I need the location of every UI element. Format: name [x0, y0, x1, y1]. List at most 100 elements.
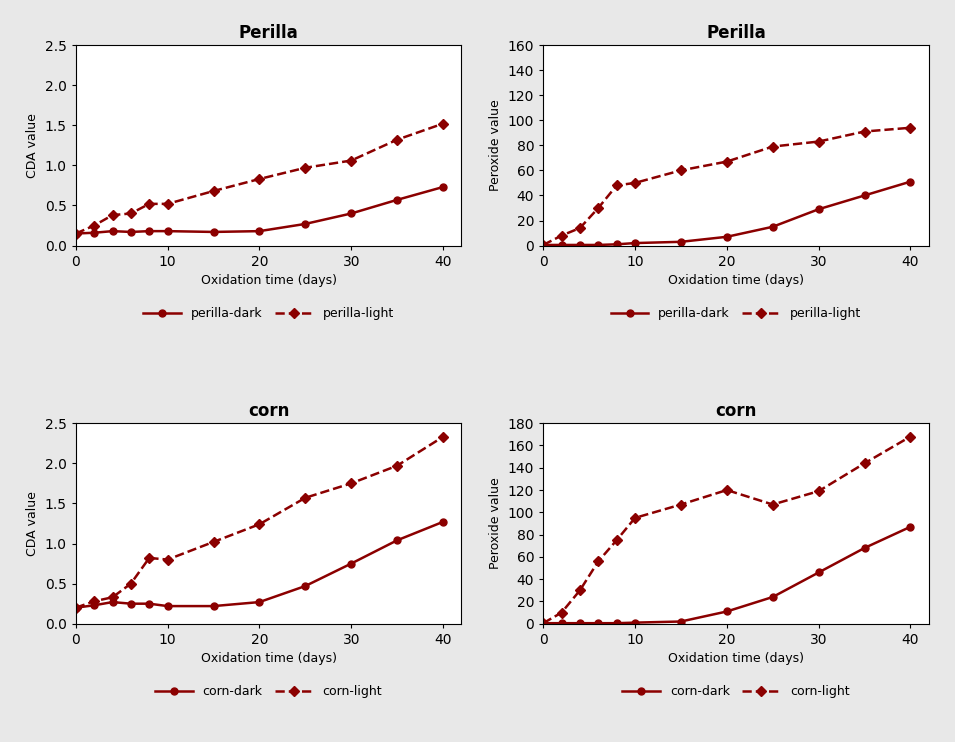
- corn-dark: [556, 619, 567, 628]
- corn-light: [143, 554, 155, 562]
- Legend: perilla-dark, perilla-light: perilla-dark, perilla-light: [605, 302, 866, 325]
- corn-dark: [161, 602, 173, 611]
- perilla-dark: [143, 227, 155, 236]
- corn-light: [767, 500, 778, 509]
- corn-light: [300, 493, 311, 502]
- perilla-light: [904, 123, 916, 132]
- corn-dark: [574, 619, 585, 628]
- corn-dark: [767, 593, 778, 602]
- perilla-dark: [107, 227, 118, 236]
- corn-dark: [346, 559, 357, 568]
- perilla-light: [813, 137, 824, 146]
- corn-light: [611, 536, 623, 545]
- perilla-dark: [904, 177, 916, 186]
- corn-dark: [300, 582, 311, 591]
- Line: perilla-light: perilla-light: [73, 120, 447, 237]
- corn-dark: [611, 619, 623, 628]
- corn-light: [904, 432, 916, 441]
- Line: perilla-dark: perilla-dark: [540, 178, 914, 249]
- Line: corn-dark: corn-dark: [73, 519, 447, 611]
- perilla-dark: [208, 228, 220, 237]
- corn-dark: [721, 607, 732, 616]
- Y-axis label: Peroxide value: Peroxide value: [489, 478, 502, 569]
- Y-axis label: Peroxide value: Peroxide value: [489, 99, 502, 191]
- perilla-light: [70, 229, 81, 238]
- corn-dark: [107, 597, 118, 606]
- corn-light: [161, 555, 173, 564]
- Title: Perilla: Perilla: [239, 24, 299, 42]
- perilla-dark: [556, 240, 567, 249]
- Title: corn: corn: [715, 402, 756, 420]
- perilla-light: [859, 127, 870, 136]
- perilla-light: [592, 203, 604, 212]
- corn-dark: [904, 522, 916, 531]
- perilla-dark: [437, 183, 449, 191]
- perilla-light: [107, 211, 118, 220]
- perilla-dark: [574, 240, 585, 249]
- perilla-dark: [721, 232, 732, 241]
- perilla-light: [611, 181, 623, 190]
- perilla-dark: [125, 228, 137, 237]
- corn-dark: [70, 603, 81, 612]
- Line: corn-light: corn-light: [540, 433, 914, 627]
- corn-dark: [392, 536, 403, 545]
- perilla-dark: [767, 223, 778, 232]
- perilla-light: [437, 119, 449, 128]
- perilla-dark: [346, 209, 357, 218]
- perilla-light: [254, 174, 265, 183]
- X-axis label: Oxidation time (days): Oxidation time (days): [201, 274, 336, 287]
- corn-light: [721, 485, 732, 494]
- corn-light: [107, 593, 118, 602]
- corn-light: [208, 537, 220, 546]
- corn-light: [538, 619, 549, 628]
- perilla-dark: [675, 237, 687, 246]
- corn-light: [859, 459, 870, 467]
- X-axis label: Oxidation time (days): Oxidation time (days): [201, 652, 336, 666]
- corn-dark: [208, 602, 220, 611]
- corn-light: [592, 557, 604, 566]
- corn-light: [346, 479, 357, 487]
- perilla-light: [161, 200, 173, 209]
- perilla-light: [767, 142, 778, 151]
- corn-dark: [125, 600, 137, 608]
- Line: corn-dark: corn-dark: [540, 523, 914, 627]
- perilla-dark: [813, 205, 824, 214]
- corn-dark: [629, 618, 641, 627]
- perilla-light: [574, 223, 585, 232]
- Y-axis label: CDA value: CDA value: [26, 113, 39, 178]
- corn-light: [437, 433, 449, 441]
- perilla-dark: [392, 195, 403, 204]
- corn-light: [392, 462, 403, 470]
- perilla-dark: [70, 229, 81, 238]
- perilla-light: [208, 186, 220, 195]
- corn-light: [89, 597, 100, 605]
- perilla-dark: [629, 239, 641, 248]
- corn-dark: [89, 601, 100, 610]
- Title: Perilla: Perilla: [706, 24, 766, 42]
- Legend: corn-dark, corn-light: corn-dark, corn-light: [150, 680, 387, 703]
- corn-light: [813, 487, 824, 496]
- perilla-light: [125, 209, 137, 218]
- perilla-light: [538, 240, 549, 249]
- perilla-dark: [89, 229, 100, 237]
- perilla-dark: [161, 227, 173, 236]
- corn-dark: [143, 600, 155, 608]
- corn-dark: [254, 597, 265, 606]
- corn-light: [254, 520, 265, 529]
- perilla-light: [675, 166, 687, 175]
- perilla-dark: [538, 240, 549, 249]
- corn-light: [629, 513, 641, 522]
- perilla-dark: [592, 240, 604, 249]
- perilla-light: [89, 221, 100, 230]
- perilla-light: [629, 179, 641, 188]
- perilla-light: [556, 231, 567, 240]
- perilla-dark: [859, 191, 870, 200]
- X-axis label: Oxidation time (days): Oxidation time (days): [668, 652, 804, 666]
- corn-light: [574, 586, 585, 595]
- corn-light: [70, 603, 81, 612]
- corn-dark: [538, 619, 549, 628]
- perilla-light: [300, 163, 311, 172]
- Legend: corn-dark, corn-light: corn-dark, corn-light: [618, 680, 855, 703]
- corn-dark: [859, 544, 870, 553]
- Line: perilla-light: perilla-light: [540, 124, 914, 249]
